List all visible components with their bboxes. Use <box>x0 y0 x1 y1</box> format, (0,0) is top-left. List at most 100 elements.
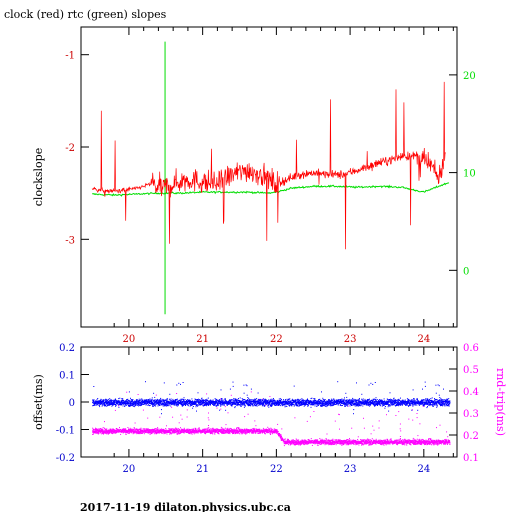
rndtrip-point <box>363 439 365 441</box>
rndtrip-point <box>412 439 414 441</box>
rndtrip-point <box>163 431 164 433</box>
rndtrip-point <box>386 443 388 445</box>
rndtrip-point <box>92 431 94 433</box>
rndtrip-point <box>385 442 387 444</box>
rndtrip-point <box>92 430 94 432</box>
offset-point <box>134 402 136 404</box>
rndtrip-point <box>156 431 158 433</box>
rndtrip-point <box>153 433 155 435</box>
rndtrip-point <box>360 439 362 440</box>
rndtrip-point <box>429 442 431 444</box>
rndtrip-point <box>313 442 315 444</box>
rndtrip-point <box>110 428 112 430</box>
offset-point <box>139 400 141 401</box>
offset-point <box>140 398 142 400</box>
rndtrip-point <box>323 442 324 444</box>
rndtrip-point <box>178 432 180 434</box>
rndtrip-point <box>220 430 221 432</box>
rndtrip-point <box>222 430 224 432</box>
rndtrip-point <box>339 428 340 430</box>
rndtrip-points <box>92 391 451 447</box>
offset-point <box>106 400 108 402</box>
offset-point <box>165 402 167 404</box>
rndtrip-point <box>380 440 382 442</box>
rndtrip-point <box>171 429 173 431</box>
rndtrip-point <box>233 430 235 432</box>
rndtrip-point <box>110 430 112 432</box>
rndtrip-point <box>242 428 244 430</box>
rndtrip-point <box>441 443 442 445</box>
rndtrip-point <box>412 419 414 421</box>
offset-point <box>175 403 177 405</box>
rndtrip-point <box>206 428 207 430</box>
rndtrip-point <box>176 393 178 394</box>
offset-point <box>117 400 119 402</box>
rndtrip-point <box>176 431 178 432</box>
offset-point <box>160 403 162 405</box>
offset-point <box>101 405 103 407</box>
slope-plot: clockslope <box>32 26 458 328</box>
rndtrip-point <box>255 429 257 431</box>
rndtrip-point <box>224 431 226 433</box>
rndtrip-point <box>200 431 202 433</box>
rndtrip-point <box>95 430 97 432</box>
rndtrip-point <box>139 428 141 430</box>
offset-point <box>136 400 138 402</box>
rndtrip-point <box>187 432 189 434</box>
offset-point <box>154 402 156 404</box>
rndtrip-point <box>130 428 132 430</box>
rndtrip-point <box>154 430 156 432</box>
rndtrip-point <box>252 428 254 429</box>
offset-point <box>131 404 133 405</box>
rndtrip-point <box>98 431 100 432</box>
rndtrip-point <box>413 438 415 440</box>
offset-point <box>115 405 117 407</box>
rndtrip-point <box>366 443 368 445</box>
offset-point <box>166 400 168 402</box>
rndtrip-point <box>267 431 268 433</box>
rndtrip-point <box>173 431 175 433</box>
offset-point <box>124 404 126 406</box>
offset-point <box>131 400 133 402</box>
rndtrip-point <box>215 429 217 431</box>
offset-point <box>106 401 108 403</box>
rndtrip-point <box>259 428 261 430</box>
rndtrip-point <box>111 431 113 433</box>
offset-point <box>152 402 154 404</box>
rndtrip-point <box>193 429 195 431</box>
rndtrip-point <box>226 431 228 433</box>
rndtrip-point <box>324 444 326 446</box>
rndtrip-point <box>309 442 311 444</box>
offset-point <box>161 400 163 402</box>
rndtrip-point <box>422 405 424 407</box>
rndtrip-point <box>148 432 150 434</box>
rndtrip-point <box>230 394 232 396</box>
offset-point <box>128 400 130 402</box>
rndtrip-point <box>223 431 225 433</box>
offset-point <box>139 404 141 405</box>
rndtrip-point <box>304 439 306 441</box>
offset-point <box>129 404 131 405</box>
rndtrip-point <box>416 441 418 443</box>
offset-point <box>154 396 156 398</box>
offset-point <box>122 398 124 400</box>
rndtrip-point <box>384 441 386 443</box>
offset-point <box>98 402 100 404</box>
rndtrip-point <box>220 431 221 433</box>
rndtrip-point <box>297 443 299 444</box>
rndtrip-point <box>419 439 420 441</box>
rndtrip-point <box>180 428 182 430</box>
rndtrip-point <box>92 427 94 429</box>
rndtrip-point <box>152 431 154 433</box>
rndtrip-point <box>194 429 196 431</box>
offset-point <box>166 399 167 401</box>
offset-point <box>160 404 162 406</box>
rndtrip-point <box>186 416 188 418</box>
rndtrip-point <box>206 427 208 429</box>
rndtrip-point <box>399 436 401 437</box>
rndtrip-point <box>415 439 417 441</box>
offset-point <box>126 399 127 401</box>
y-tick-label: 0.1 <box>59 371 75 382</box>
offset-point <box>102 402 104 404</box>
offset-point <box>160 399 162 401</box>
